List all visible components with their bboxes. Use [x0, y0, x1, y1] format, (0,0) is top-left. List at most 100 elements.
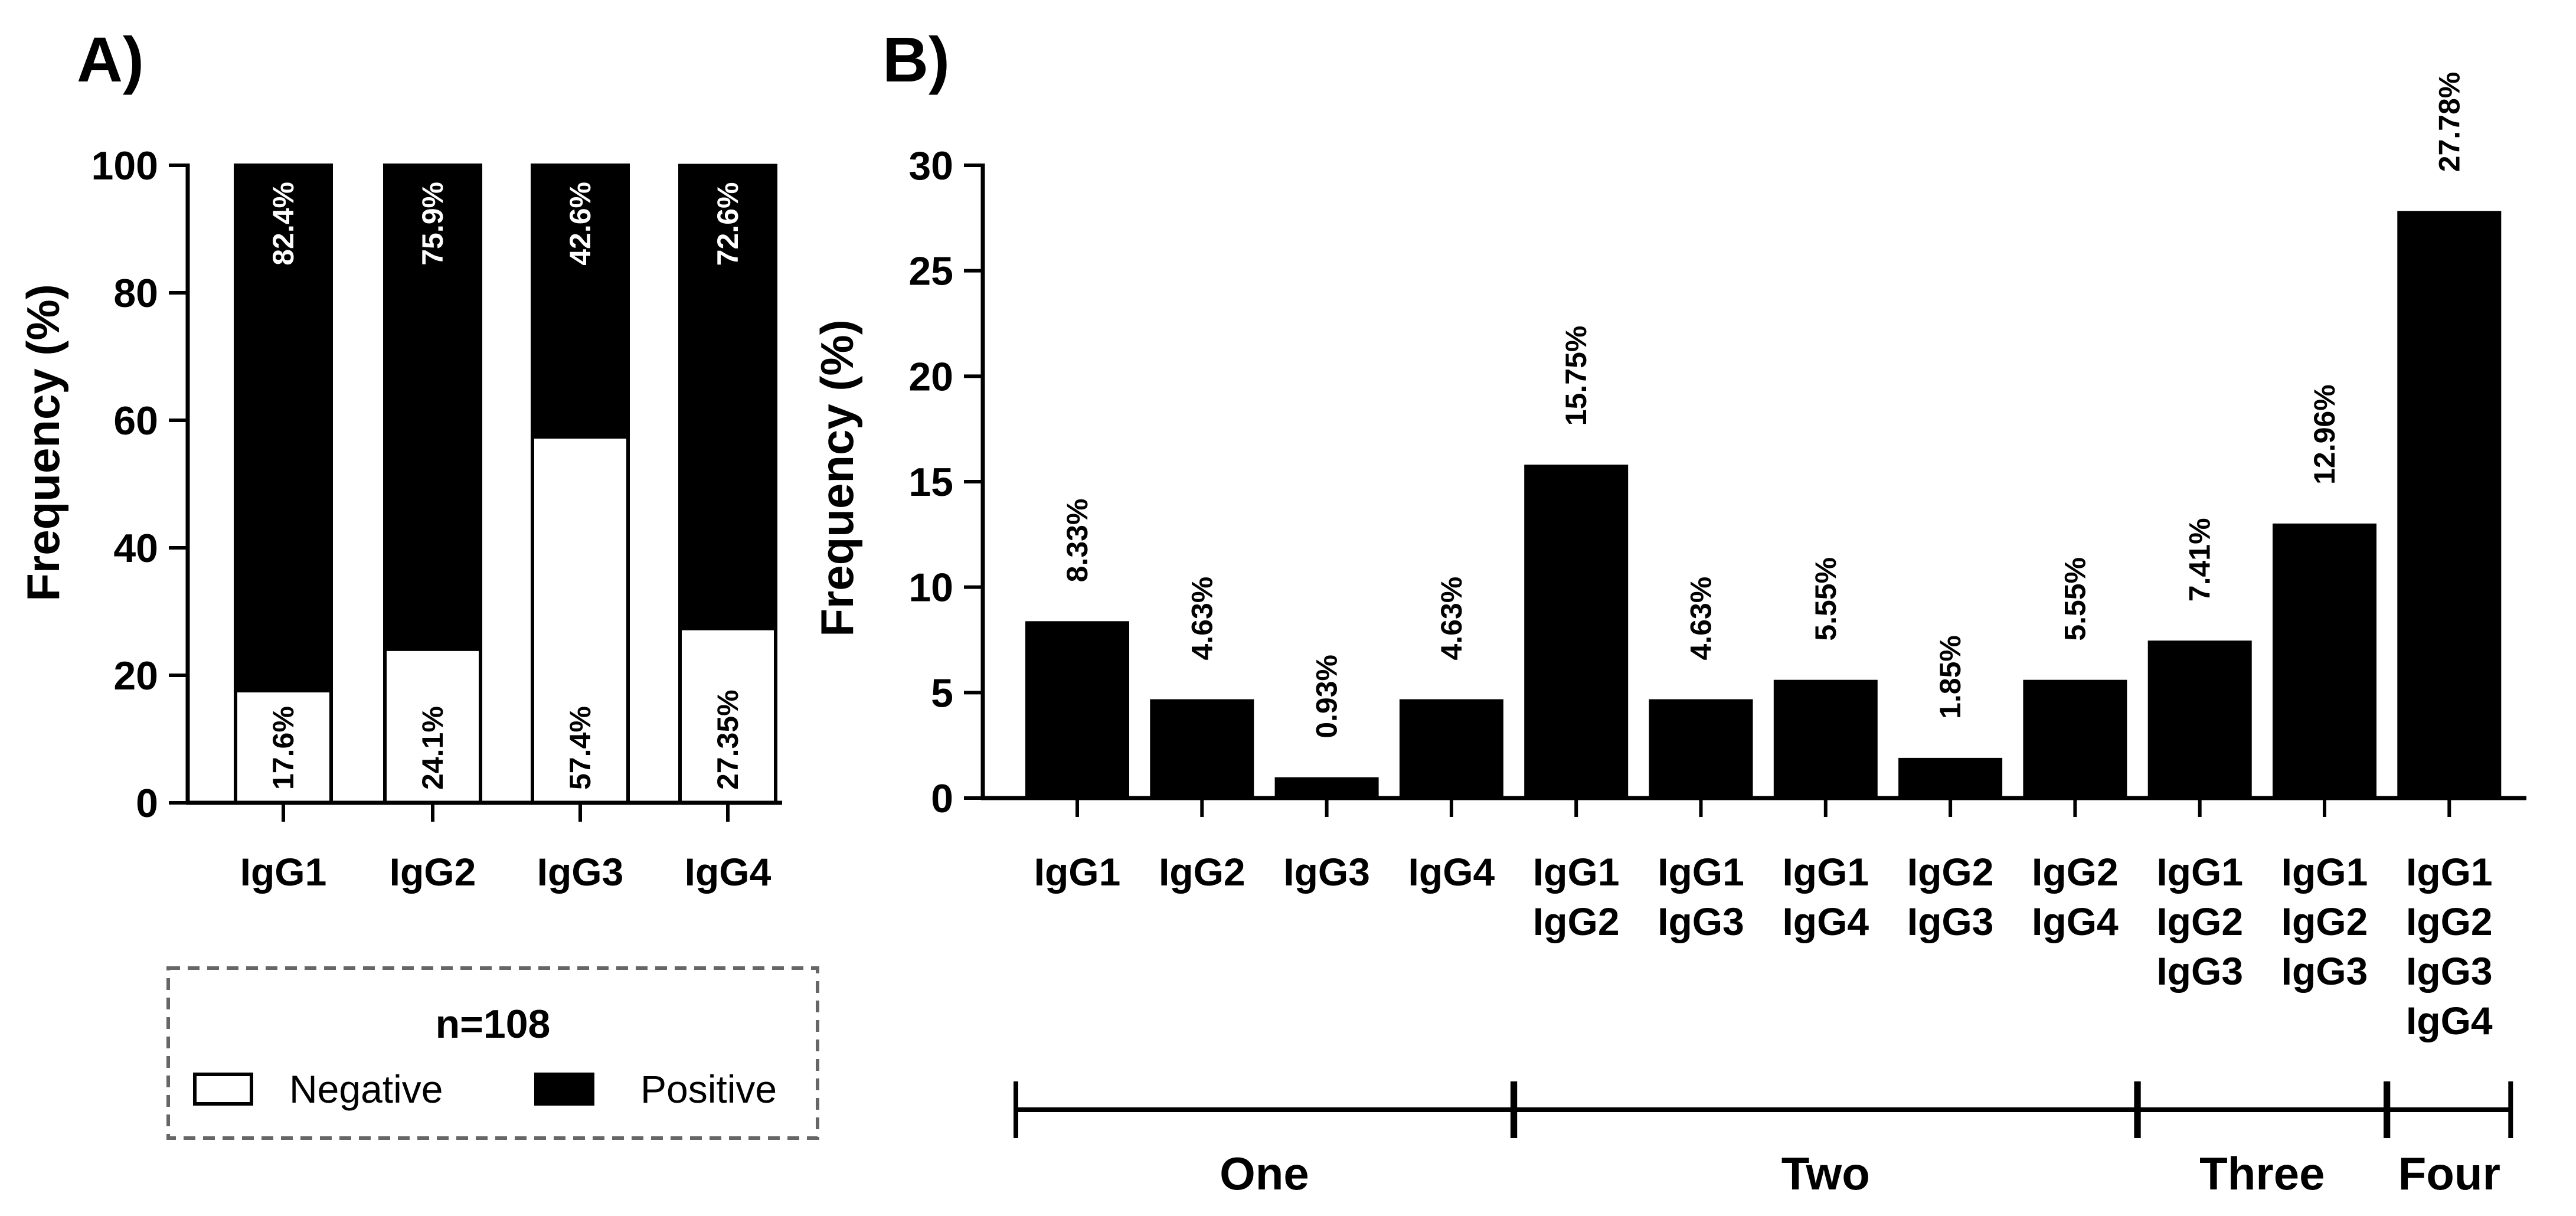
category-label-line: IgG1	[1658, 850, 1744, 894]
bar-positive-igg4	[678, 164, 777, 630]
category-label-line: IgG1	[2156, 850, 2243, 894]
category-label-igg3-2: IgG3	[1283, 850, 1370, 894]
legend-negative-label: Negative	[289, 1067, 443, 1111]
panel-b-y-axis-title: Frequency (%)	[811, 319, 863, 636]
value-label-igg1-igg3-5: 4.63%	[1685, 577, 1718, 661]
value-label-igg1-igg2-igg3-9: 7.41%	[2183, 518, 2217, 602]
category-label-line: IgG2	[1907, 850, 1994, 894]
panel-b-bars: 8.33% 4.63% 0.93% 4.63% 15.75% 4.63% 5.55% 1.85…	[1025, 72, 2502, 800]
legend-negative-swatch	[193, 1073, 253, 1106]
category-label-line: IgG3	[1658, 900, 1744, 943]
group-one-label: One	[1220, 1148, 1309, 1199]
bar-igg4-3	[1399, 699, 1503, 800]
y-tick-label: 15	[908, 460, 953, 505]
category-label-line: IgG4	[1408, 850, 1495, 894]
category-label-igg2: IgG2	[390, 850, 476, 894]
panel-b: B) 8.33% 4.63% 0.93% 4.63% 15.75% 4.63% 5.55% 1…	[811, 24, 2526, 1199]
category-label-igg1-igg4-6: IgG1 IgG4	[1782, 850, 1869, 943]
y-tick-label: 80	[113, 271, 158, 316]
category-label-line: IgG4	[1782, 900, 1869, 943]
category-label-line: IgG1	[2281, 850, 2368, 894]
group-four-label: Four	[2398, 1148, 2500, 1199]
panel-a-category-labels: IgG1 IgG2 IgG3 IgG4	[240, 850, 772, 894]
category-label-line: IgG2	[2032, 850, 2119, 894]
category-label-igg3: IgG3	[537, 850, 624, 894]
y-tick-label: 100	[91, 143, 158, 188]
category-label-igg1: IgG1	[240, 850, 327, 894]
bar-igg1-igg2-4	[1524, 465, 1629, 799]
bar-igg2-igg4-8	[2023, 679, 2127, 800]
y-tick-label: 5	[931, 671, 953, 715]
category-label-line: IgG2	[1159, 850, 1245, 894]
category-label-igg2-igg4-8: IgG2 IgG4	[2032, 850, 2119, 943]
value-label-igg3-2: 0.93%	[1310, 655, 1343, 738]
y-tick-label: 40	[113, 526, 158, 571]
panel-b-category-labels: IgG1 IgG2 IgG3 IgG4 IgG1 IgG2 IgG1 IgG3 IgG1 IgG4…	[1034, 850, 2493, 1042]
value-label-igg1-igg4-6: 5.55%	[1809, 557, 1842, 641]
bar-negative-igg1	[234, 688, 333, 805]
y-tick-label: 10	[908, 565, 953, 610]
value-label-positive-igg1: 82.4%	[267, 182, 300, 266]
category-label-igg1-igg2-igg3-igg4-11: IgG1 IgG2 IgG3 IgG4	[2406, 850, 2493, 1042]
panel-a: A) 17.6% 82.4% 24.1% 75.9% 57.4% 42.6% 27.35% 7…	[17, 24, 819, 1140]
category-label-igg1-0: IgG1	[1034, 850, 1121, 894]
bar-igg1-igg2-igg3-9	[2147, 640, 2252, 799]
bar-igg1-igg3-5	[1649, 699, 1753, 800]
y-tick-label: 20	[908, 354, 953, 399]
value-label-positive-igg3: 42.6%	[564, 182, 597, 266]
panel-a-letter: A)	[77, 24, 144, 95]
value-label-igg4-3: 4.63%	[1435, 577, 1468, 661]
bar-igg3-2	[1274, 777, 1379, 799]
value-label-positive-igg2: 75.9%	[416, 182, 449, 266]
category-label-line: IgG1	[2406, 850, 2493, 894]
category-label-igg1-igg2-igg3-10: IgG1 IgG2 IgG3	[2281, 850, 2368, 993]
value-label-igg1-igg2-4: 15.75%	[1560, 326, 1593, 426]
value-label-igg1-igg2-igg3-igg4-11: 27.78%	[2433, 72, 2466, 172]
legend-box	[166, 966, 819, 1140]
value-label-igg1-igg2-igg3-10: 12.96%	[2308, 384, 2341, 485]
category-label-line: IgG4	[2032, 900, 2119, 943]
panel-a-bars: 17.6% 82.4% 24.1% 75.9% 57.4% 42.6% 27.35% 72.6…	[234, 164, 777, 805]
category-label-line: IgG2	[2281, 900, 2368, 943]
category-label-line: IgG4	[2406, 999, 2493, 1042]
y-tick-label: 25	[908, 249, 953, 294]
value-label-igg2-1: 4.63%	[1185, 577, 1218, 661]
group-three-label: Three	[2199, 1148, 2325, 1199]
category-label-line: IgG2	[1533, 900, 1620, 943]
category-label-line: IgG1	[1533, 850, 1620, 894]
bar-igg1-igg2-igg3-10	[2273, 523, 2376, 799]
category-label-igg2-1: IgG2	[1159, 850, 1245, 894]
value-label-igg2-igg3-7: 1.85%	[1934, 635, 1967, 719]
y-tick-label: 0	[931, 776, 953, 821]
category-label-igg1-igg2-4: IgG1 IgG2	[1533, 850, 1620, 943]
value-label-negative-igg1: 17.6%	[267, 706, 300, 790]
bar-igg1-0	[1025, 621, 1129, 799]
category-label-line: IgG3	[2406, 949, 2493, 993]
panel-b-y-axis: 0 5 10 15 20 25 30	[908, 143, 2526, 821]
y-tick-label: 60	[113, 398, 158, 443]
bar-igg1-igg4-6	[1773, 679, 1878, 800]
value-label-igg2-igg4-8: 5.55%	[2058, 557, 2091, 641]
panel-b-group-brackets: One Two Three Four	[1014, 1081, 2513, 1199]
legend-positive-swatch	[534, 1073, 594, 1106]
panel-b-letter: B)	[882, 24, 950, 95]
legend-positive-label: Positive	[640, 1067, 777, 1111]
category-label-igg1-igg3-5: IgG1 IgG3	[1658, 850, 1744, 943]
y-tick-label: 30	[908, 143, 953, 188]
panel-a-y-axis: 0 20 40 60 80 100	[91, 143, 782, 826]
category-label-line: IgG2	[2406, 900, 2493, 943]
value-label-negative-igg4: 27.35%	[711, 689, 744, 790]
category-label-igg4-3: IgG4	[1408, 850, 1495, 894]
category-label-line: IgG1	[1782, 850, 1869, 894]
legend: n=108 Negative Positive	[166, 966, 819, 1140]
value-label-negative-igg3: 57.4%	[564, 706, 597, 790]
bar-igg1-igg2-igg3-igg4-11	[2397, 211, 2502, 799]
bar-igg2-1	[1150, 699, 1254, 800]
bar-igg2-igg3-7	[1898, 757, 2003, 799]
y-tick-label: 20	[113, 653, 158, 698]
category-label-line: IgG3	[1907, 900, 1994, 943]
category-label-line: IgG2	[2156, 900, 2243, 943]
category-label-line: IgG3	[1283, 850, 1370, 894]
value-label-negative-igg2: 24.1%	[416, 706, 449, 790]
